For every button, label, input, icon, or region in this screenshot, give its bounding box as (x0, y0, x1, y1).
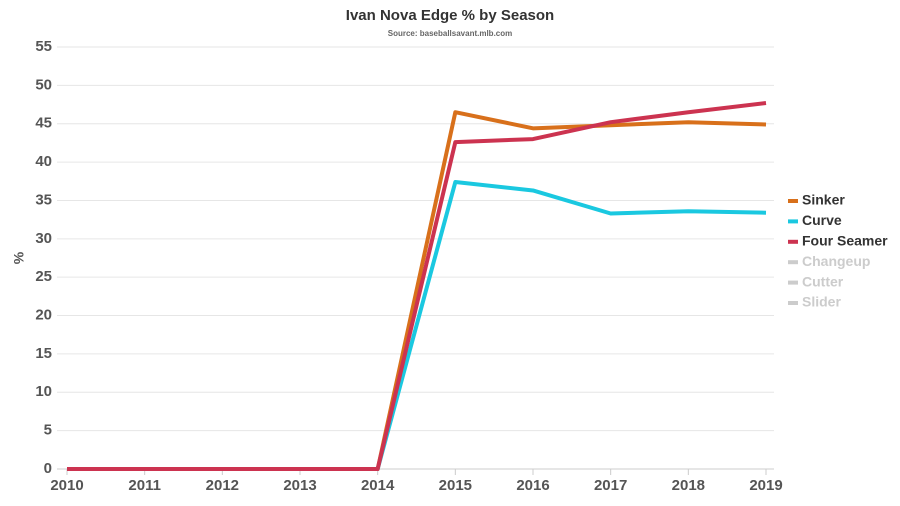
series-line (67, 180, 767, 471)
y-tick-label: 0 (44, 460, 52, 477)
legend-label: Slider (802, 294, 841, 310)
y-tick-label: 45 (35, 115, 52, 132)
chart-title: Ivan Nova Edge % by Season (346, 7, 554, 24)
series-line (67, 110, 767, 471)
y-tick-label: 35 (35, 191, 52, 208)
x-tick-label: 2013 (283, 477, 316, 494)
y-tick-label: 15 (35, 345, 52, 362)
y-axis-label: % (11, 251, 27, 264)
x-tick-label: 2015 (439, 477, 472, 494)
legend-label: Curve (802, 212, 842, 228)
series-line (67, 101, 767, 471)
x-tick-label: 2010 (50, 477, 83, 494)
legend-label: Changeup (802, 253, 870, 269)
x-tick-label: 2014 (361, 477, 395, 494)
x-tick-label: 2016 (516, 477, 549, 494)
chart-subtitle: Source: baseballsavant.mlb.com (388, 29, 513, 38)
legend-label: Cutter (802, 273, 844, 289)
x-tick-label: 2011 (128, 477, 161, 494)
y-tick-label: 30 (35, 230, 52, 247)
x-tick-label: 2018 (672, 477, 705, 494)
x-tick-label: 2012 (206, 477, 239, 494)
y-tick-label: 20 (35, 307, 52, 324)
x-tick-label: 2019 (749, 477, 782, 494)
y-tick-label: 55 (35, 38, 52, 55)
y-tick-label: 50 (35, 76, 52, 93)
y-tick-label: 40 (35, 153, 52, 170)
y-tick-label: 10 (35, 383, 52, 400)
y-tick-label: 5 (44, 422, 52, 439)
y-tick-label: 25 (35, 268, 52, 285)
legend-label: Four Seamer (802, 233, 888, 249)
legend-label: Sinker (802, 192, 845, 208)
x-tick-label: 2017 (594, 477, 627, 494)
